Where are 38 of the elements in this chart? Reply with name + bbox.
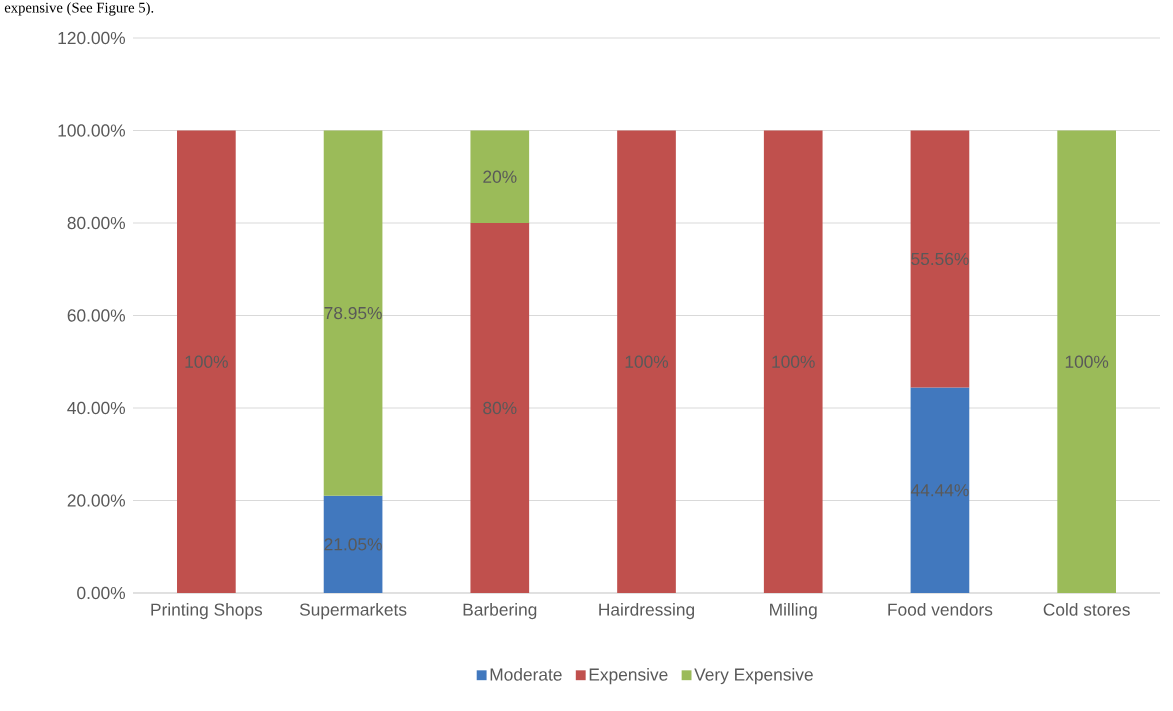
data-label: 55.56% [911, 252, 969, 266]
x-tick-label: Food vendors [888, 603, 993, 616]
data-label: 20% [483, 170, 517, 183]
y-tick-label: 0.00% [77, 586, 126, 600]
data-label: 100% [185, 355, 228, 368]
bar [1057, 130, 1116, 593]
y-tick-label: 120.00% [58, 31, 126, 45]
x-tick-label: Barbering [463, 603, 537, 620]
y-tick-label: 80.00% [67, 216, 126, 230]
y-tick-label: 40.00% [67, 401, 126, 415]
text: expensive (See Figure 5). [4, 2, 154, 16]
x-tick-label: Supermarkets [299, 603, 407, 620]
bar [470, 223, 530, 593]
bar [763, 130, 823, 593]
bar [910, 130, 970, 388]
x-tick-label: Cold stores [1043, 603, 1130, 616]
data-label: 21.05% [324, 538, 382, 551]
y-tick-label: 60.00% [67, 309, 126, 322]
data-label: 100% [772, 355, 815, 368]
bar [470, 130, 530, 223]
bar [617, 130, 676, 593]
y-tick-label: 100.00% [58, 124, 126, 137]
data-label: 80% [483, 401, 517, 415]
legend-label: Moderate [490, 667, 562, 681]
legend-label: Expensive [589, 667, 668, 685]
legend-label: Very Expensive [694, 667, 813, 685]
data-label: 100% [625, 355, 669, 368]
data-label: 78.95% [324, 306, 382, 320]
x-tick-label: Milling [770, 603, 817, 620]
bar [323, 130, 383, 496]
x-tick-label: Printing Shops [151, 603, 263, 620]
data-label: 44.44% [910, 484, 969, 497]
y-tick-label: 20.00% [67, 494, 126, 507]
bar [323, 495, 383, 593]
bar [177, 130, 236, 593]
x-tick-label: Hairdressing [599, 603, 695, 620]
data-label: 100% [1065, 355, 1109, 368]
bar [910, 387, 970, 593]
